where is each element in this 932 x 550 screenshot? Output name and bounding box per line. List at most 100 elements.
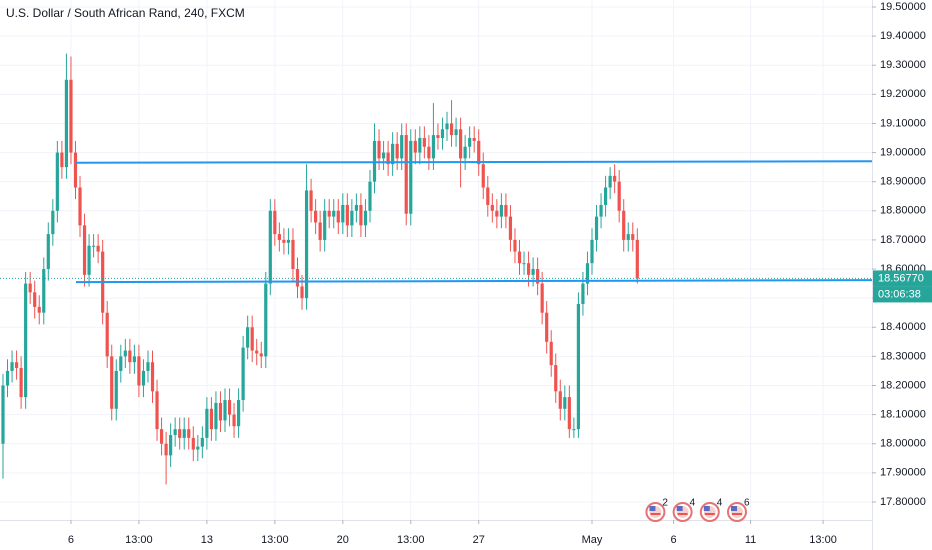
candle-body	[28, 283, 32, 293]
candle-body	[73, 152, 78, 188]
y-tick-label: 18.00000	[880, 438, 926, 450]
event-icon: 2	[645, 498, 668, 522]
candle-body	[581, 283, 585, 304]
candle-body	[463, 146, 467, 159]
candle-body	[259, 353, 263, 357]
candle-body	[327, 210, 331, 217]
candle-body	[119, 356, 123, 371]
x-tick-label: 11	[745, 534, 756, 546]
candle-body	[105, 312, 109, 357]
flag-canton	[730, 506, 737, 511]
candle-body	[64, 79, 69, 168]
candle-body	[531, 269, 535, 275]
candle-body	[209, 408, 214, 430]
candle-body	[363, 210, 368, 226]
candle-body	[182, 429, 186, 438]
y-tick-label: 18.70000	[880, 234, 926, 246]
candle-body	[236, 400, 241, 427]
candle-body	[526, 263, 531, 275]
candle-body	[418, 138, 422, 153]
candle-body	[635, 239, 639, 279]
candle-body	[341, 204, 345, 223]
candle-body	[422, 138, 426, 147]
candle-body	[250, 327, 254, 351]
candle-body	[173, 429, 177, 435]
candle-body	[1, 385, 5, 444]
countdown-box	[873, 286, 932, 303]
candle-body	[255, 350, 259, 354]
candle-body	[295, 269, 300, 287]
candle-body	[19, 368, 23, 398]
candle-body	[563, 397, 567, 409]
candle-body	[545, 312, 549, 342]
candle-body	[300, 286, 304, 299]
candle-body	[536, 269, 540, 284]
candle-body	[110, 356, 114, 409]
candle-body	[508, 216, 513, 240]
candle-body	[309, 190, 313, 211]
candle-body	[413, 140, 417, 153]
last-price-box	[873, 270, 932, 287]
x-tick-label: 13:00	[809, 534, 837, 546]
candle-body	[336, 210, 340, 223]
candle-body	[359, 204, 363, 226]
y-tick-label: 19.30000	[880, 59, 926, 71]
candle-body	[155, 391, 159, 430]
candle-body	[196, 446, 200, 450]
candle-body	[14, 362, 19, 369]
event-icon: 6	[726, 498, 750, 522]
candle-body	[214, 402, 218, 430]
candle-body	[87, 245, 91, 275]
candle-body	[141, 370, 146, 386]
candle-body	[603, 187, 608, 205]
candle-body	[613, 175, 617, 182]
candle-body	[46, 234, 50, 270]
candle-body	[5, 370, 10, 386]
candle-body	[431, 135, 436, 159]
candle-body	[241, 347, 245, 401]
candle-body	[454, 129, 458, 136]
candle-body	[332, 210, 336, 217]
candle-body	[404, 135, 408, 214]
x-tick-label: 13:00	[261, 534, 289, 546]
candle-body	[567, 397, 571, 430]
event-count: 4	[690, 498, 696, 509]
candle-body	[55, 152, 59, 211]
flag-stripe	[731, 513, 742, 515]
candle-body	[273, 210, 277, 235]
candle-body	[42, 269, 46, 313]
candle-body	[354, 204, 358, 211]
candle-body	[246, 327, 250, 348]
candle-body	[10, 362, 14, 371]
candle-body	[24, 283, 28, 398]
candle-body	[350, 210, 354, 226]
candle-body	[146, 362, 150, 371]
trend-line	[75, 160, 873, 164]
candle-body	[227, 400, 232, 415]
y-tick-label: 18.90000	[880, 176, 926, 188]
candle-body	[608, 175, 612, 188]
candle-body	[459, 129, 463, 159]
y-tick-label: 19.10000	[880, 117, 926, 129]
candle-body	[468, 138, 472, 147]
candle-body	[504, 204, 508, 217]
candle-body	[137, 356, 141, 386]
candle-body	[400, 135, 404, 159]
candle-body	[60, 152, 64, 168]
y-tick-label: 19.50000	[880, 1, 926, 13]
candle-body	[540, 283, 544, 313]
candle-body	[33, 292, 37, 307]
candle-body	[490, 204, 494, 211]
candle-body	[205, 408, 209, 438]
candle-body	[187, 429, 191, 438]
candle-body	[191, 437, 195, 450]
x-tick-label: 6	[670, 534, 676, 546]
candle-body	[282, 239, 286, 243]
candle-body	[82, 225, 87, 275]
candle-body	[445, 123, 449, 130]
y-tick-label: 19.20000	[880, 88, 926, 100]
candle-body	[69, 79, 73, 153]
x-tick-label: 13	[201, 534, 213, 546]
